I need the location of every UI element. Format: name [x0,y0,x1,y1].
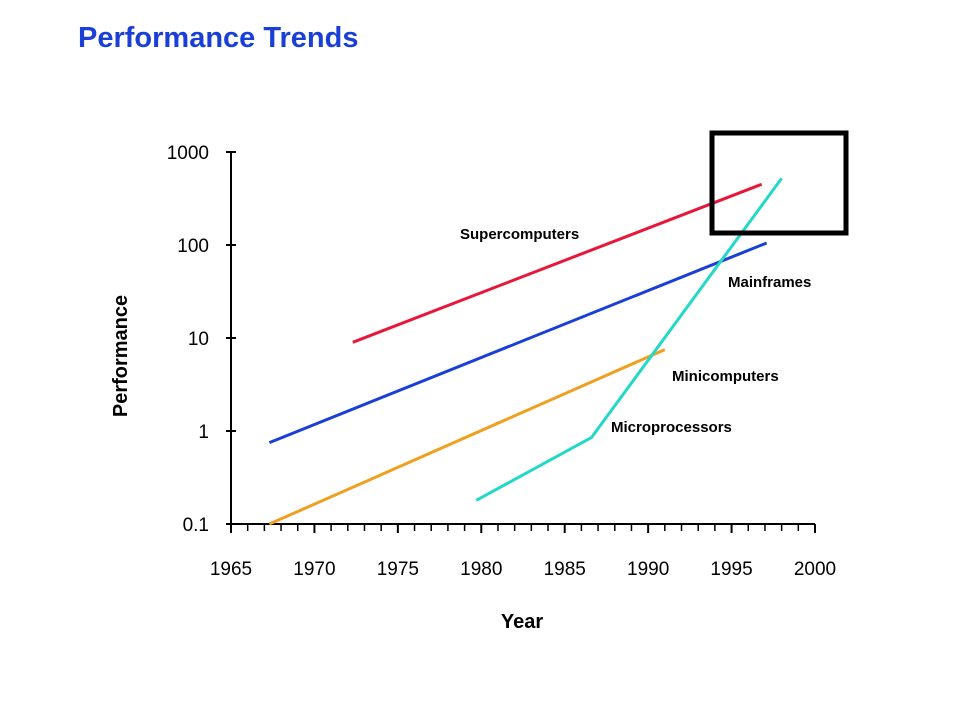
y-tick-label: 1000 [167,143,209,164]
x-tick-label: 1985 [544,559,586,580]
y-tick-label: 0.1 [183,515,209,536]
x-tick-label: 1980 [460,559,502,580]
microprocessors-line [475,177,783,502]
x-tick-label: 2000 [794,559,836,580]
x-tick-label: 1965 [210,559,252,580]
minicomputers-line [268,348,666,526]
supercomputers-label: Supercomputers [460,226,579,243]
page-title: Performance Trends [78,22,359,54]
mainframes-line [268,241,768,444]
x-tick-label: 1990 [627,559,669,580]
supercomputers-line [352,182,763,344]
minicomputers-label: Minicomputers [672,368,779,385]
x-axis-title: Year [501,611,543,633]
x-tick-label: 1995 [710,559,752,580]
x-tick-label: 1975 [377,559,419,580]
y-tick-label: 10 [188,329,209,350]
y-tick-label: 1 [198,422,209,443]
y-axis-title: Performance [110,295,132,417]
microprocessors-label: Microprocessors [611,419,732,436]
mainframes-label: Mainframes [728,274,811,291]
highlight-box [709,130,849,236]
y-tick-label: 100 [177,236,209,257]
x-tick-label: 1970 [293,559,335,580]
